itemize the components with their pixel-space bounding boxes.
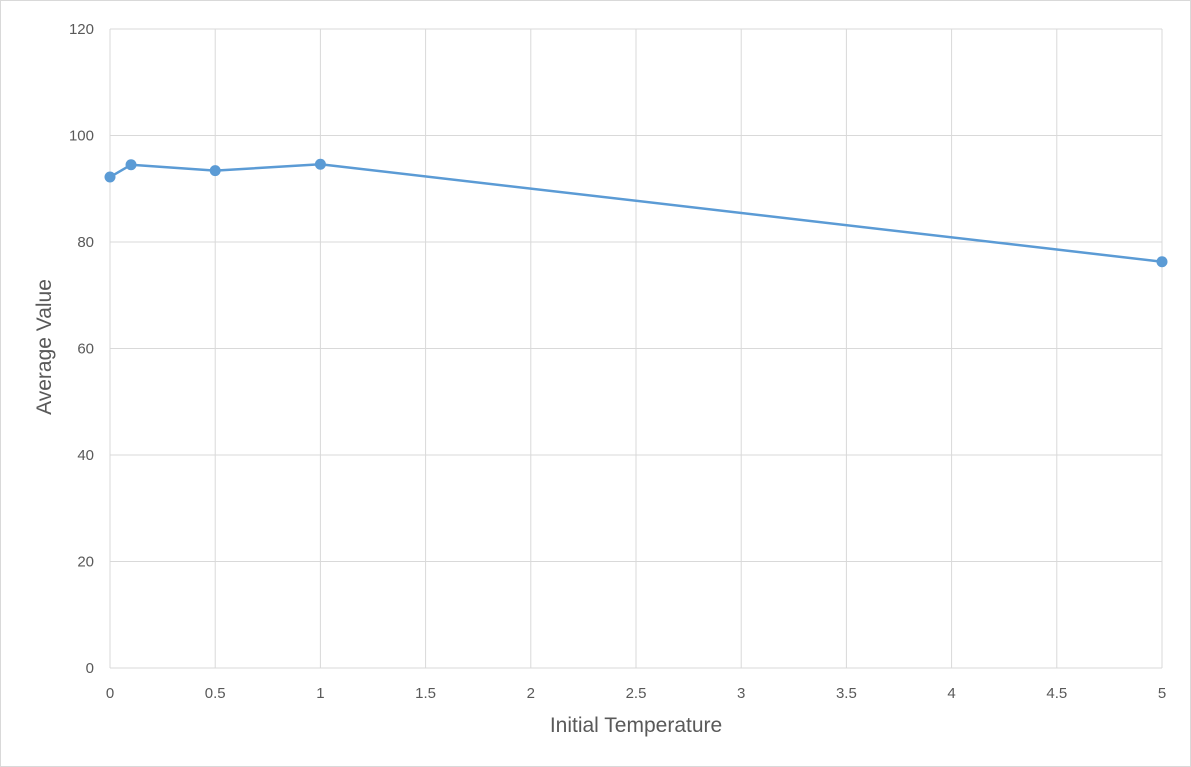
x-axis-title: Initial Temperature [550, 714, 722, 737]
y-tick-label: 80 [77, 234, 94, 251]
gridlines [109, 28, 1163, 669]
y-tick-label: 0 [86, 660, 94, 677]
x-tick-label: 3.5 [836, 685, 857, 702]
y-tick-label: 20 [77, 554, 94, 571]
x-tick-label: 1 [316, 685, 324, 702]
data-point [1156, 256, 1168, 268]
y-tick-label: 120 [69, 21, 94, 38]
x-tick-label: 5 [1158, 685, 1166, 702]
x-tick-label: 3 [737, 685, 745, 702]
x-tick-label: 1.5 [415, 685, 436, 702]
x-tick-label: 2 [527, 685, 535, 702]
y-tick-label: 100 [69, 128, 94, 145]
x-tick-label: 4 [947, 685, 955, 702]
y-tick-label: 60 [77, 341, 94, 358]
y-axis-title: Average Value [33, 279, 56, 415]
x-tick-label: 2.5 [626, 685, 647, 702]
x-tick-label: 4.5 [1046, 685, 1067, 702]
data-point [104, 171, 116, 183]
data-point [209, 165, 221, 177]
y-axis-tick-labels: 0 20 40 60 80 100 120 [69, 21, 94, 677]
data-series [104, 158, 1168, 268]
data-point [125, 159, 137, 171]
x-axis-tick-labels: 0 0.5 1 1.5 2 2.5 3 3.5 4 4.5 5 [106, 685, 1166, 702]
y-tick-label: 40 [77, 447, 94, 464]
data-point [314, 158, 326, 170]
x-tick-label: 0.5 [205, 685, 226, 702]
x-tick-label: 0 [106, 685, 114, 702]
